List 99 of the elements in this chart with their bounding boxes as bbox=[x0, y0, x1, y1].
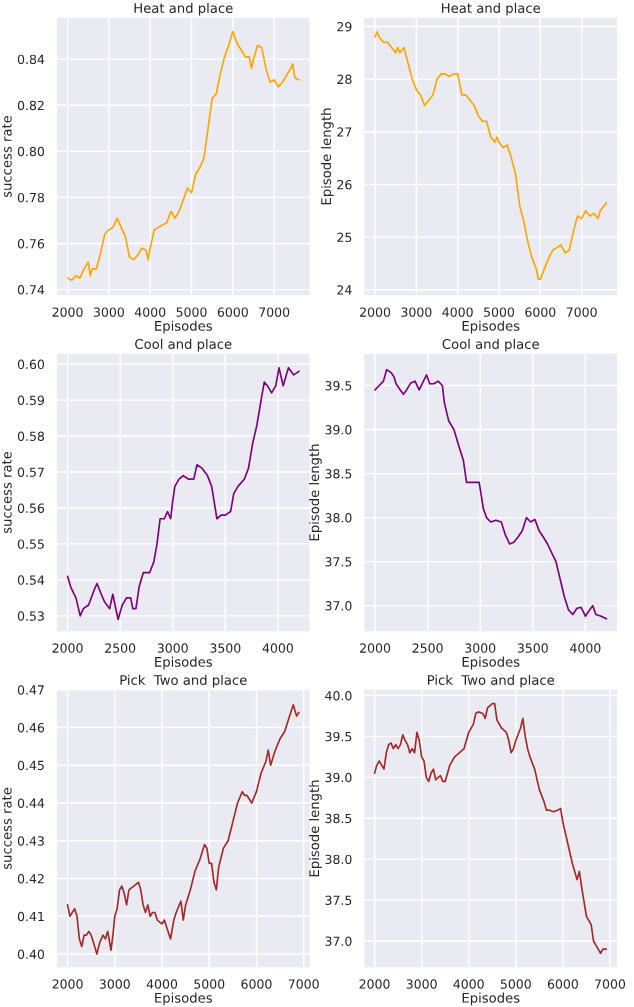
x-tick-label: 6000 bbox=[217, 307, 248, 317]
y-tick-label: 0.53 bbox=[17, 611, 44, 621]
y-tick-label: 37.0 bbox=[325, 601, 352, 611]
line-series bbox=[373, 702, 608, 955]
y-tick-label: 0.59 bbox=[17, 395, 45, 406]
x-tick-label: 2000 bbox=[360, 307, 391, 317]
x-tick-label: 3500 bbox=[210, 643, 241, 653]
y-axis-title: Episode length bbox=[320, 108, 334, 205]
y-tick-label: 26 bbox=[337, 179, 352, 190]
x-tick-label: 5000 bbox=[194, 979, 225, 989]
y-tick-label: 29 bbox=[337, 21, 352, 32]
x-tick-label: 7000 bbox=[288, 979, 319, 989]
y-tick-label: 27 bbox=[337, 127, 352, 137]
y-tick-label: 0.42 bbox=[17, 873, 44, 884]
x-tick-label: 2000 bbox=[359, 979, 390, 989]
x-tick-label: 6000 bbox=[547, 979, 578, 989]
y-tick-label: 0.56 bbox=[17, 503, 45, 513]
chart-title: Heat and place bbox=[442, 2, 541, 16]
x-tick-label: 4000 bbox=[146, 979, 178, 989]
line-series bbox=[374, 30, 608, 281]
y-axis-title: success rate bbox=[2, 115, 12, 198]
chart-title: Cool and place bbox=[442, 338, 539, 352]
x-tick-label: 2000 bbox=[52, 979, 83, 989]
x-tick-label: 5000 bbox=[500, 979, 531, 989]
y-tick-label: 0.82 bbox=[17, 100, 44, 111]
y-tick-label: 39.5 bbox=[325, 381, 352, 391]
x-tick-label: 3000 bbox=[99, 979, 130, 989]
x-axis-title: Episodes bbox=[462, 320, 520, 334]
y-tick-label: 39.5 bbox=[325, 731, 352, 742]
x-tick-label: 4000 bbox=[442, 307, 473, 317]
x-tick-label: 2500 bbox=[105, 643, 136, 653]
x-axis-title: Episodes bbox=[155, 656, 212, 670]
x-axis-title: Episodes bbox=[155, 992, 212, 1006]
x-tick-label: 4000 bbox=[453, 979, 484, 989]
chart-title: Heat and place bbox=[134, 2, 233, 16]
y-axis-title: success rate bbox=[2, 787, 12, 870]
x-tick-label: 7000 bbox=[566, 307, 597, 317]
y-tick-label: 0.43 bbox=[17, 836, 44, 846]
x-tick-label: 3000 bbox=[406, 979, 437, 989]
y-tick-label: 28 bbox=[337, 74, 352, 85]
y-tick-label: 0.55 bbox=[17, 539, 44, 549]
x-axis-title: Episodes bbox=[155, 320, 212, 334]
y-tick-label: 0.74 bbox=[17, 285, 45, 295]
x-tick-label: 3500 bbox=[517, 643, 548, 653]
y-tick-label: 0.76 bbox=[17, 238, 45, 249]
x-tick-label: 4000 bbox=[570, 643, 601, 653]
y-tick-label: 38.0 bbox=[325, 513, 352, 523]
y-tick-label: 39.0 bbox=[325, 772, 352, 783]
x-tick-label: 3000 bbox=[157, 643, 188, 653]
x-tick-label: 2000 bbox=[52, 643, 83, 653]
x-tick-label: 7000 bbox=[595, 979, 626, 989]
x-tick-label: 4000 bbox=[262, 643, 293, 653]
y-tick-label: 0.47 bbox=[17, 685, 44, 695]
x-tick-label: 5000 bbox=[176, 307, 207, 317]
y-tick-label: 38.5 bbox=[325, 469, 352, 479]
y-tick-label: 38.0 bbox=[325, 854, 352, 865]
line-series bbox=[374, 368, 608, 620]
y-tick-label: 0.58 bbox=[17, 431, 45, 441]
line-series bbox=[66, 366, 300, 621]
y-tick-label: 37.5 bbox=[325, 557, 352, 567]
y-tick-label: 0.45 bbox=[17, 760, 44, 771]
line-series bbox=[66, 703, 300, 955]
y-tick-label: 0.57 bbox=[17, 467, 44, 477]
x-tick-label: 2000 bbox=[360, 643, 391, 653]
y-tick-label: 24 bbox=[337, 285, 352, 295]
y-tick-label: 40.0 bbox=[325, 690, 352, 701]
y-axis-title: Episode length bbox=[308, 444, 322, 541]
y-tick-label: 0.84 bbox=[17, 54, 45, 65]
chart-title: Cool and place bbox=[135, 338, 232, 352]
y-tick-label: 25 bbox=[337, 232, 352, 243]
x-tick-label: 3000 bbox=[93, 307, 124, 317]
y-tick-label: 37.0 bbox=[325, 936, 352, 946]
x-tick-label: 6000 bbox=[241, 979, 272, 989]
y-tick-label: 37.5 bbox=[325, 895, 352, 906]
y-tick-label: 38.5 bbox=[325, 813, 352, 824]
y-tick-label: 39.0 bbox=[325, 425, 352, 435]
y-tick-label: 0.54 bbox=[17, 575, 45, 585]
y-axis-title: success rate bbox=[2, 451, 12, 534]
y-axis-title: Episode length bbox=[308, 780, 322, 877]
x-tick-label: 7000 bbox=[259, 307, 290, 317]
y-tick-label: 0.60 bbox=[17, 359, 45, 370]
x-tick-label: 2000 bbox=[52, 307, 83, 317]
y-tick-label: 0.41 bbox=[17, 911, 44, 922]
x-axis-title: Episodes bbox=[462, 656, 520, 670]
chart-title: Pick Two and place bbox=[120, 674, 247, 688]
x-tick-label: 3000 bbox=[401, 307, 432, 317]
y-tick-label: 0.46 bbox=[17, 722, 45, 733]
x-tick-label: 4000 bbox=[134, 307, 166, 317]
x-axis-title: Episodes bbox=[462, 992, 520, 1006]
line-series bbox=[66, 30, 300, 282]
y-tick-label: 0.40 bbox=[17, 949, 45, 959]
x-tick-label: 3000 bbox=[465, 643, 496, 653]
y-tick-label: 0.78 bbox=[17, 192, 45, 203]
x-tick-label: 6000 bbox=[525, 307, 556, 317]
x-tick-label: 2500 bbox=[412, 643, 443, 653]
x-tick-label: 5000 bbox=[484, 307, 515, 317]
chart-title: Pick Two and place bbox=[428, 674, 555, 688]
y-tick-label: 0.44 bbox=[17, 798, 45, 808]
y-tick-label: 0.80 bbox=[17, 146, 45, 157]
